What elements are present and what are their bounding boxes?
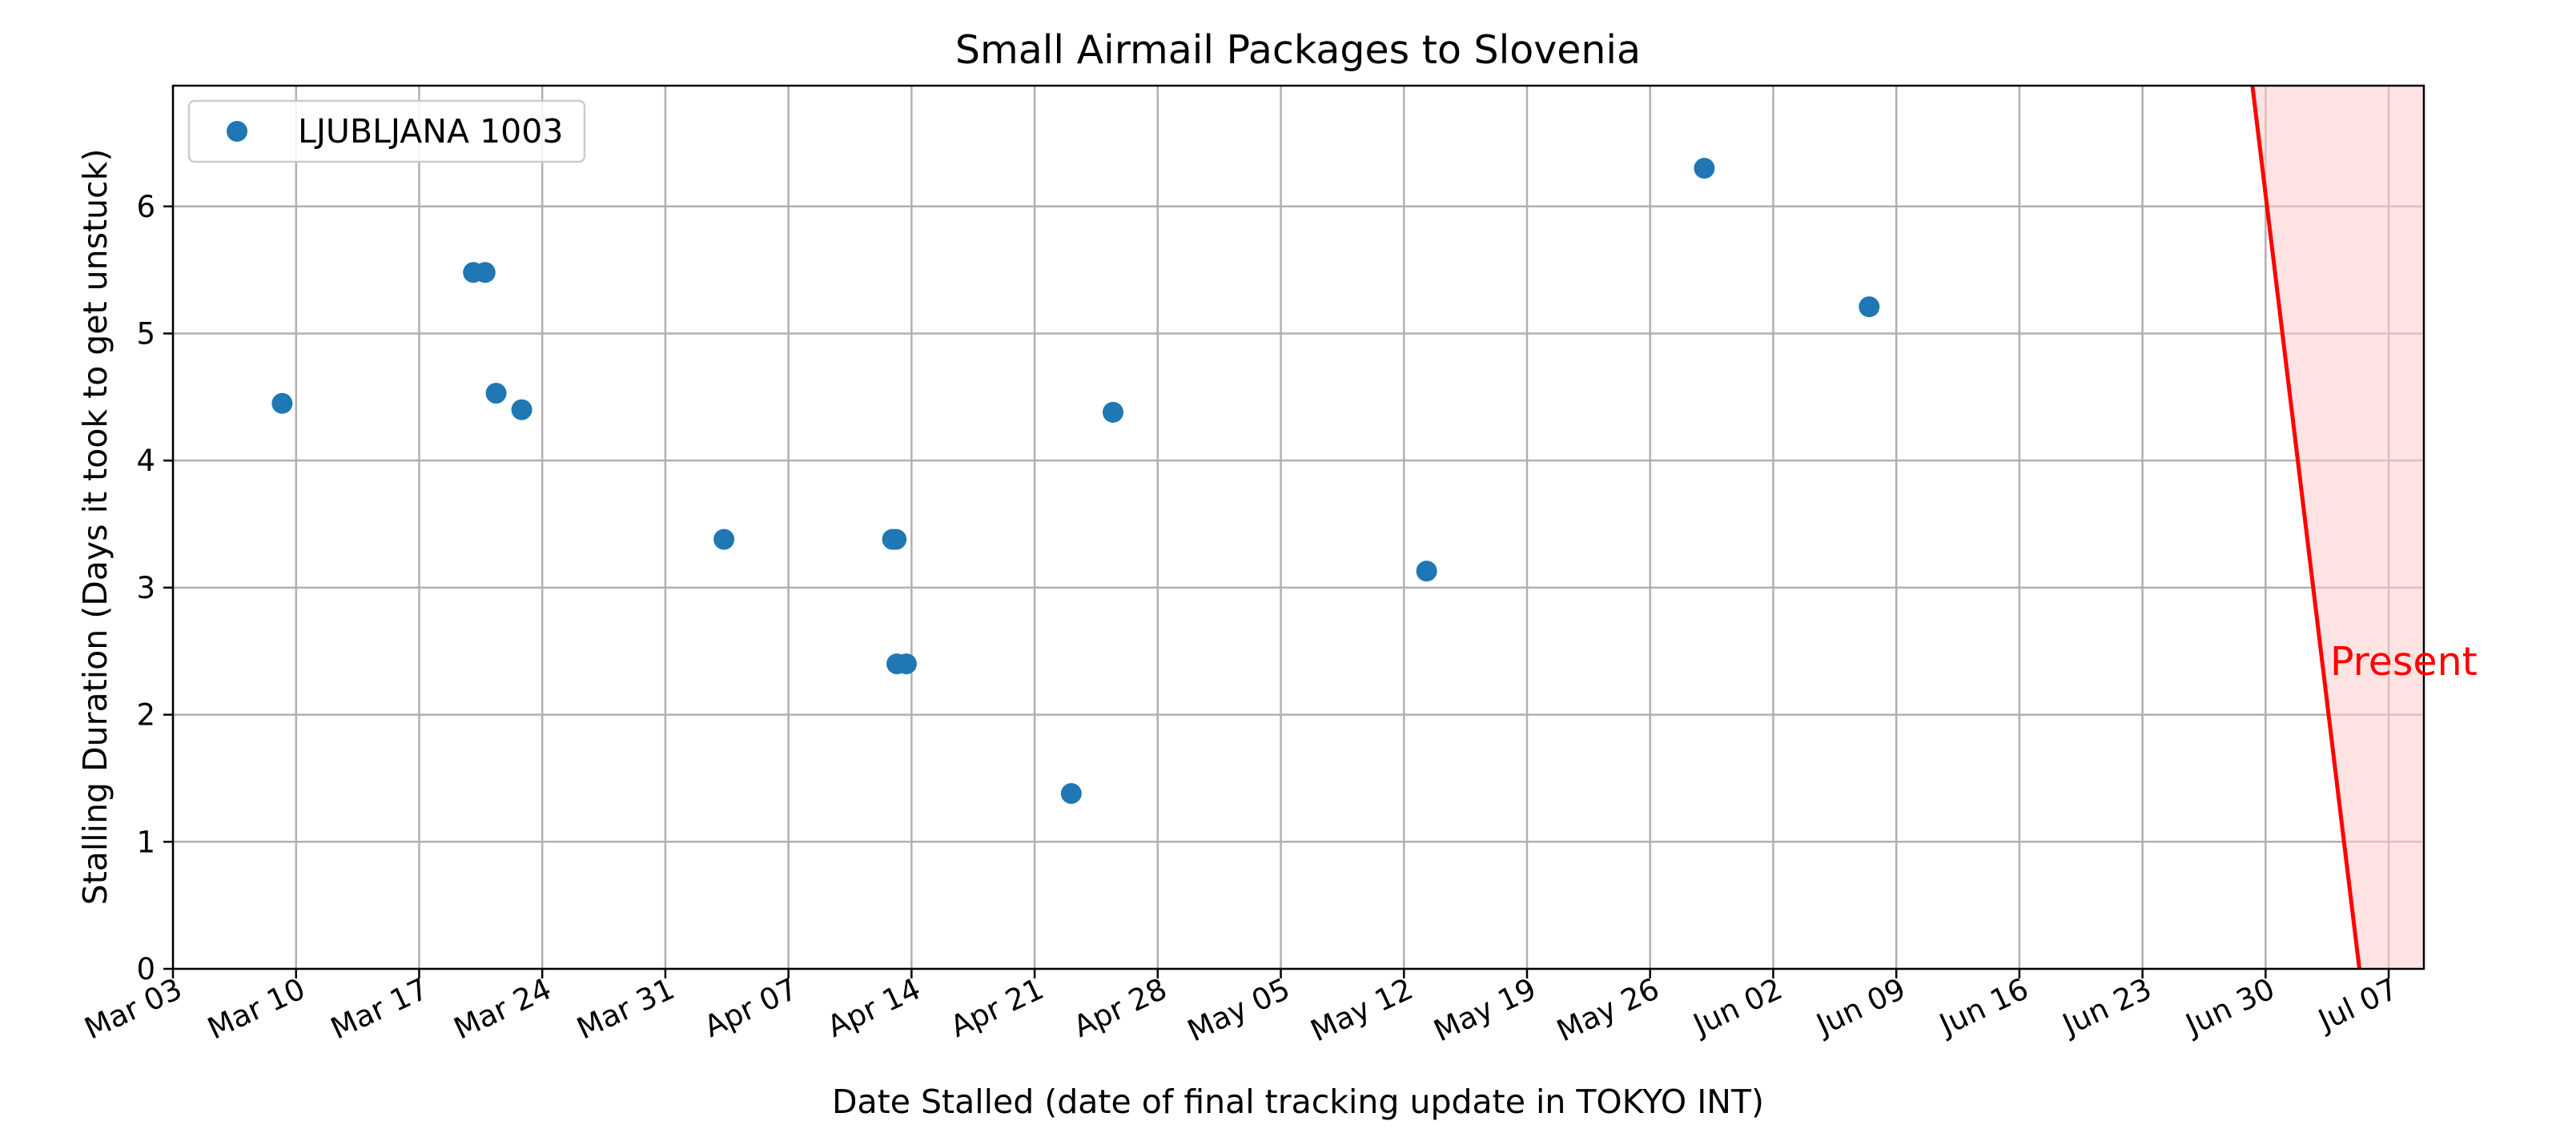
data-point [895, 653, 917, 675]
x-axis-title: Date Stalled (date of final tracking upd… [832, 1083, 1764, 1121]
data-point [511, 399, 532, 420]
y-tick-label: 1 [136, 825, 155, 859]
data-point [485, 383, 507, 404]
y-axis-ticks: 0 1 2 3 4 5 6 [136, 190, 173, 986]
data-point [271, 392, 293, 414]
legend-box [187, 99, 586, 163]
present-label: Present [2330, 639, 2478, 685]
data-point [1060, 782, 1082, 804]
legend-label: LJUBLJANA 1003 [298, 112, 563, 151]
y-tick-label: 3 [136, 571, 155, 605]
data-point [1102, 401, 1123, 423]
data-point [886, 528, 907, 550]
chart-title: Small Airmail Packages to Slovenia [955, 27, 1641, 73]
data-point [1859, 296, 1880, 318]
legend-marker [227, 121, 247, 142]
present-shaded-region [2252, 86, 2424, 969]
plot-area [173, 86, 2424, 969]
y-tick-label: 5 [136, 316, 155, 351]
data-points [271, 158, 1880, 804]
plot-frame [171, 84, 2425, 970]
y-tick-label: 2 [136, 698, 155, 733]
data-point [713, 528, 735, 550]
data-point [1416, 560, 1437, 582]
y-tick-label: 6 [136, 190, 155, 224]
y-tick-label: 4 [136, 444, 155, 478]
y-tick-label: 0 [136, 952, 155, 986]
y-axis-title: Stalling Duration (Days it took to get u… [76, 149, 115, 906]
legend: LJUBLJANA 1003 [187, 99, 586, 163]
data-point [474, 262, 496, 283]
data-point [1694, 158, 1715, 179]
present-line [2250, 85, 2361, 970]
